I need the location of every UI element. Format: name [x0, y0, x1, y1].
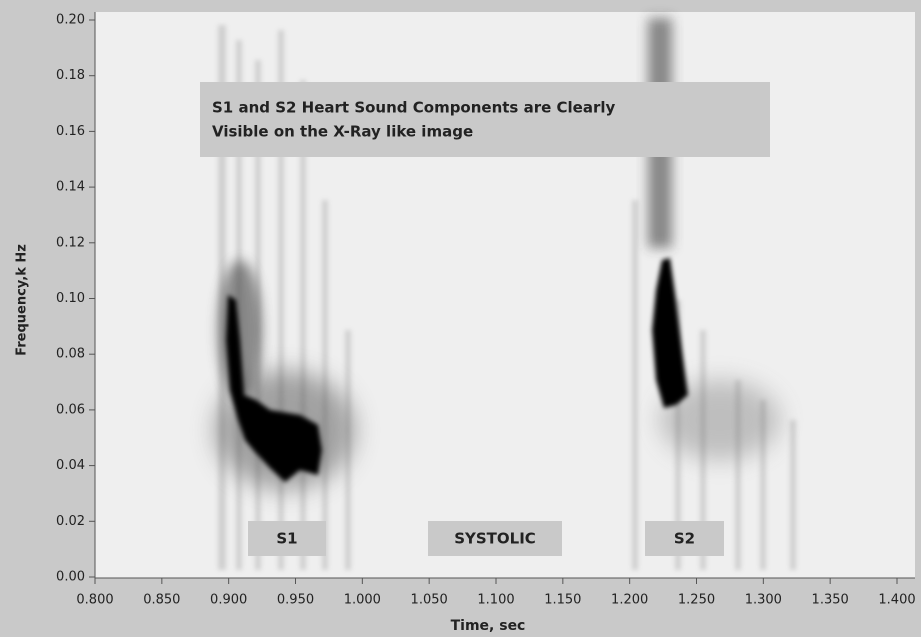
region-label: S1 [276, 530, 297, 548]
region-label: S2 [674, 530, 695, 548]
y-tick-label: 0.02 [56, 514, 85, 529]
x-axis-title: Time, sec [451, 618, 526, 634]
y-tick-label: 0.12 [56, 235, 85, 250]
y-tick-label: 0.00 [56, 570, 85, 585]
x-tick-label: 1.200 [611, 593, 648, 608]
x-tick-label: 0.950 [277, 593, 314, 608]
y-tick-label: 0.16 [56, 124, 85, 139]
y-tick-label: 0.10 [56, 291, 85, 306]
x-tick-label: 0.900 [210, 593, 247, 608]
x-tick-label: 1.300 [745, 593, 782, 608]
y-tick-label: 0.20 [56, 13, 85, 28]
x-tick-label: 1.150 [544, 593, 581, 608]
x-tick-label: 1.050 [411, 593, 448, 608]
y-tick-label: 0.18 [56, 68, 85, 83]
y-tick-label: 0.14 [56, 180, 85, 195]
x-tick-label: 0.850 [143, 593, 180, 608]
chart: S1 and S2 Heart Sound Components are Cle… [0, 0, 921, 637]
x-tick-label: 1.350 [812, 593, 849, 608]
note-line: Visible on the X-Ray like image [212, 123, 473, 141]
x-tick-label: 1.400 [878, 593, 915, 608]
x-tick-label: 1.100 [477, 593, 514, 608]
y-axis-title: Frequency,k Hz [15, 244, 30, 356]
note-box [200, 82, 770, 157]
y-tick-label: 0.04 [56, 458, 85, 473]
y-tick-label: 0.08 [56, 347, 85, 362]
region-label: SYSTOLIC [454, 530, 536, 548]
note-line: S1 and S2 Heart Sound Components are Cle… [212, 99, 615, 117]
x-tick-label: 1.250 [678, 593, 715, 608]
x-tick-label: 0.800 [76, 593, 113, 608]
x-tick-label: 1.000 [344, 593, 381, 608]
y-tick-label: 0.06 [56, 402, 85, 417]
